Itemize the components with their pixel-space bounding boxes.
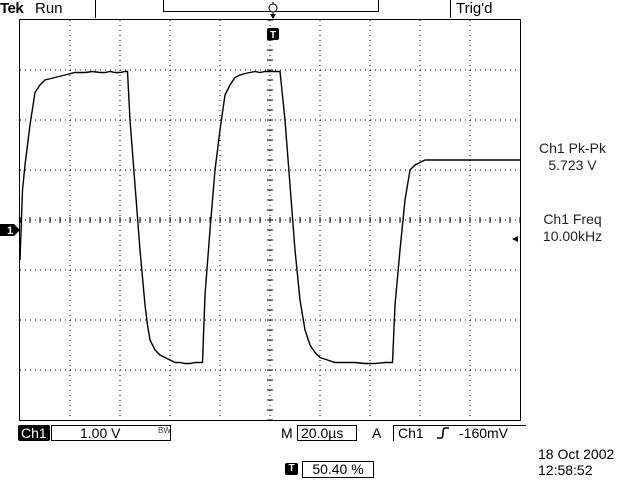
channel-1-marker-icon <box>0 224 20 236</box>
date-label: 18 Oct 2002 <box>538 446 615 462</box>
channel-1-waveform <box>19 70 520 365</box>
trigger-level: -160mV <box>459 425 509 441</box>
top-divider-left <box>95 0 96 18</box>
trigger-source: Ch1 <box>398 425 424 441</box>
trigger-info-box <box>393 425 526 441</box>
timebase-prefix: M <box>281 425 293 441</box>
run-state-label: Run <box>35 0 63 17</box>
measurement-1-value: 5.723 V <box>548 157 597 173</box>
trigger-position-small-icon: T <box>285 463 298 475</box>
trigger-marker-label: T <box>270 30 276 41</box>
rising-edge-icon <box>436 425 450 444</box>
date-time: 18 Oct 2002 12:58:52 <box>538 446 638 478</box>
time-label: 12:58:52 <box>538 462 593 478</box>
measurement-2-value: 10.00kHz <box>542 228 603 244</box>
volts-per-div: 1.00 V <box>80 425 121 441</box>
timebase-box: 20.0µs <box>297 425 357 441</box>
brand-label: Tek <box>0 0 24 17</box>
trigger-position-readout: 50.40 % <box>302 461 374 478</box>
trigger-level-arrow-icon <box>512 236 518 242</box>
bandwidth-limit-label: BW <box>158 426 171 435</box>
volts-per-div-box: 1.00 V <box>51 425 171 441</box>
trigger-marker-icon: T <box>267 28 279 41</box>
trigger-mode: A <box>372 425 382 441</box>
channel-1-number: 1 <box>6 225 14 237</box>
channel-badge: Ch1 <box>18 425 50 441</box>
trigger-status: Trig'd <box>456 0 493 17</box>
top-divider-right <box>450 0 451 18</box>
measurement-2-label: Ch1 Freq <box>543 211 602 227</box>
graticule-center-ticks <box>19 19 521 421</box>
measurement-1-label: Ch1 Pk-Pk <box>539 140 606 156</box>
status-bar: Ch1 1.00 V BW M 20.0µs A Ch1 -160mV <box>18 425 526 441</box>
trigger-position-icon <box>268 2 278 19</box>
timebase: 20.0µs <box>301 425 344 441</box>
